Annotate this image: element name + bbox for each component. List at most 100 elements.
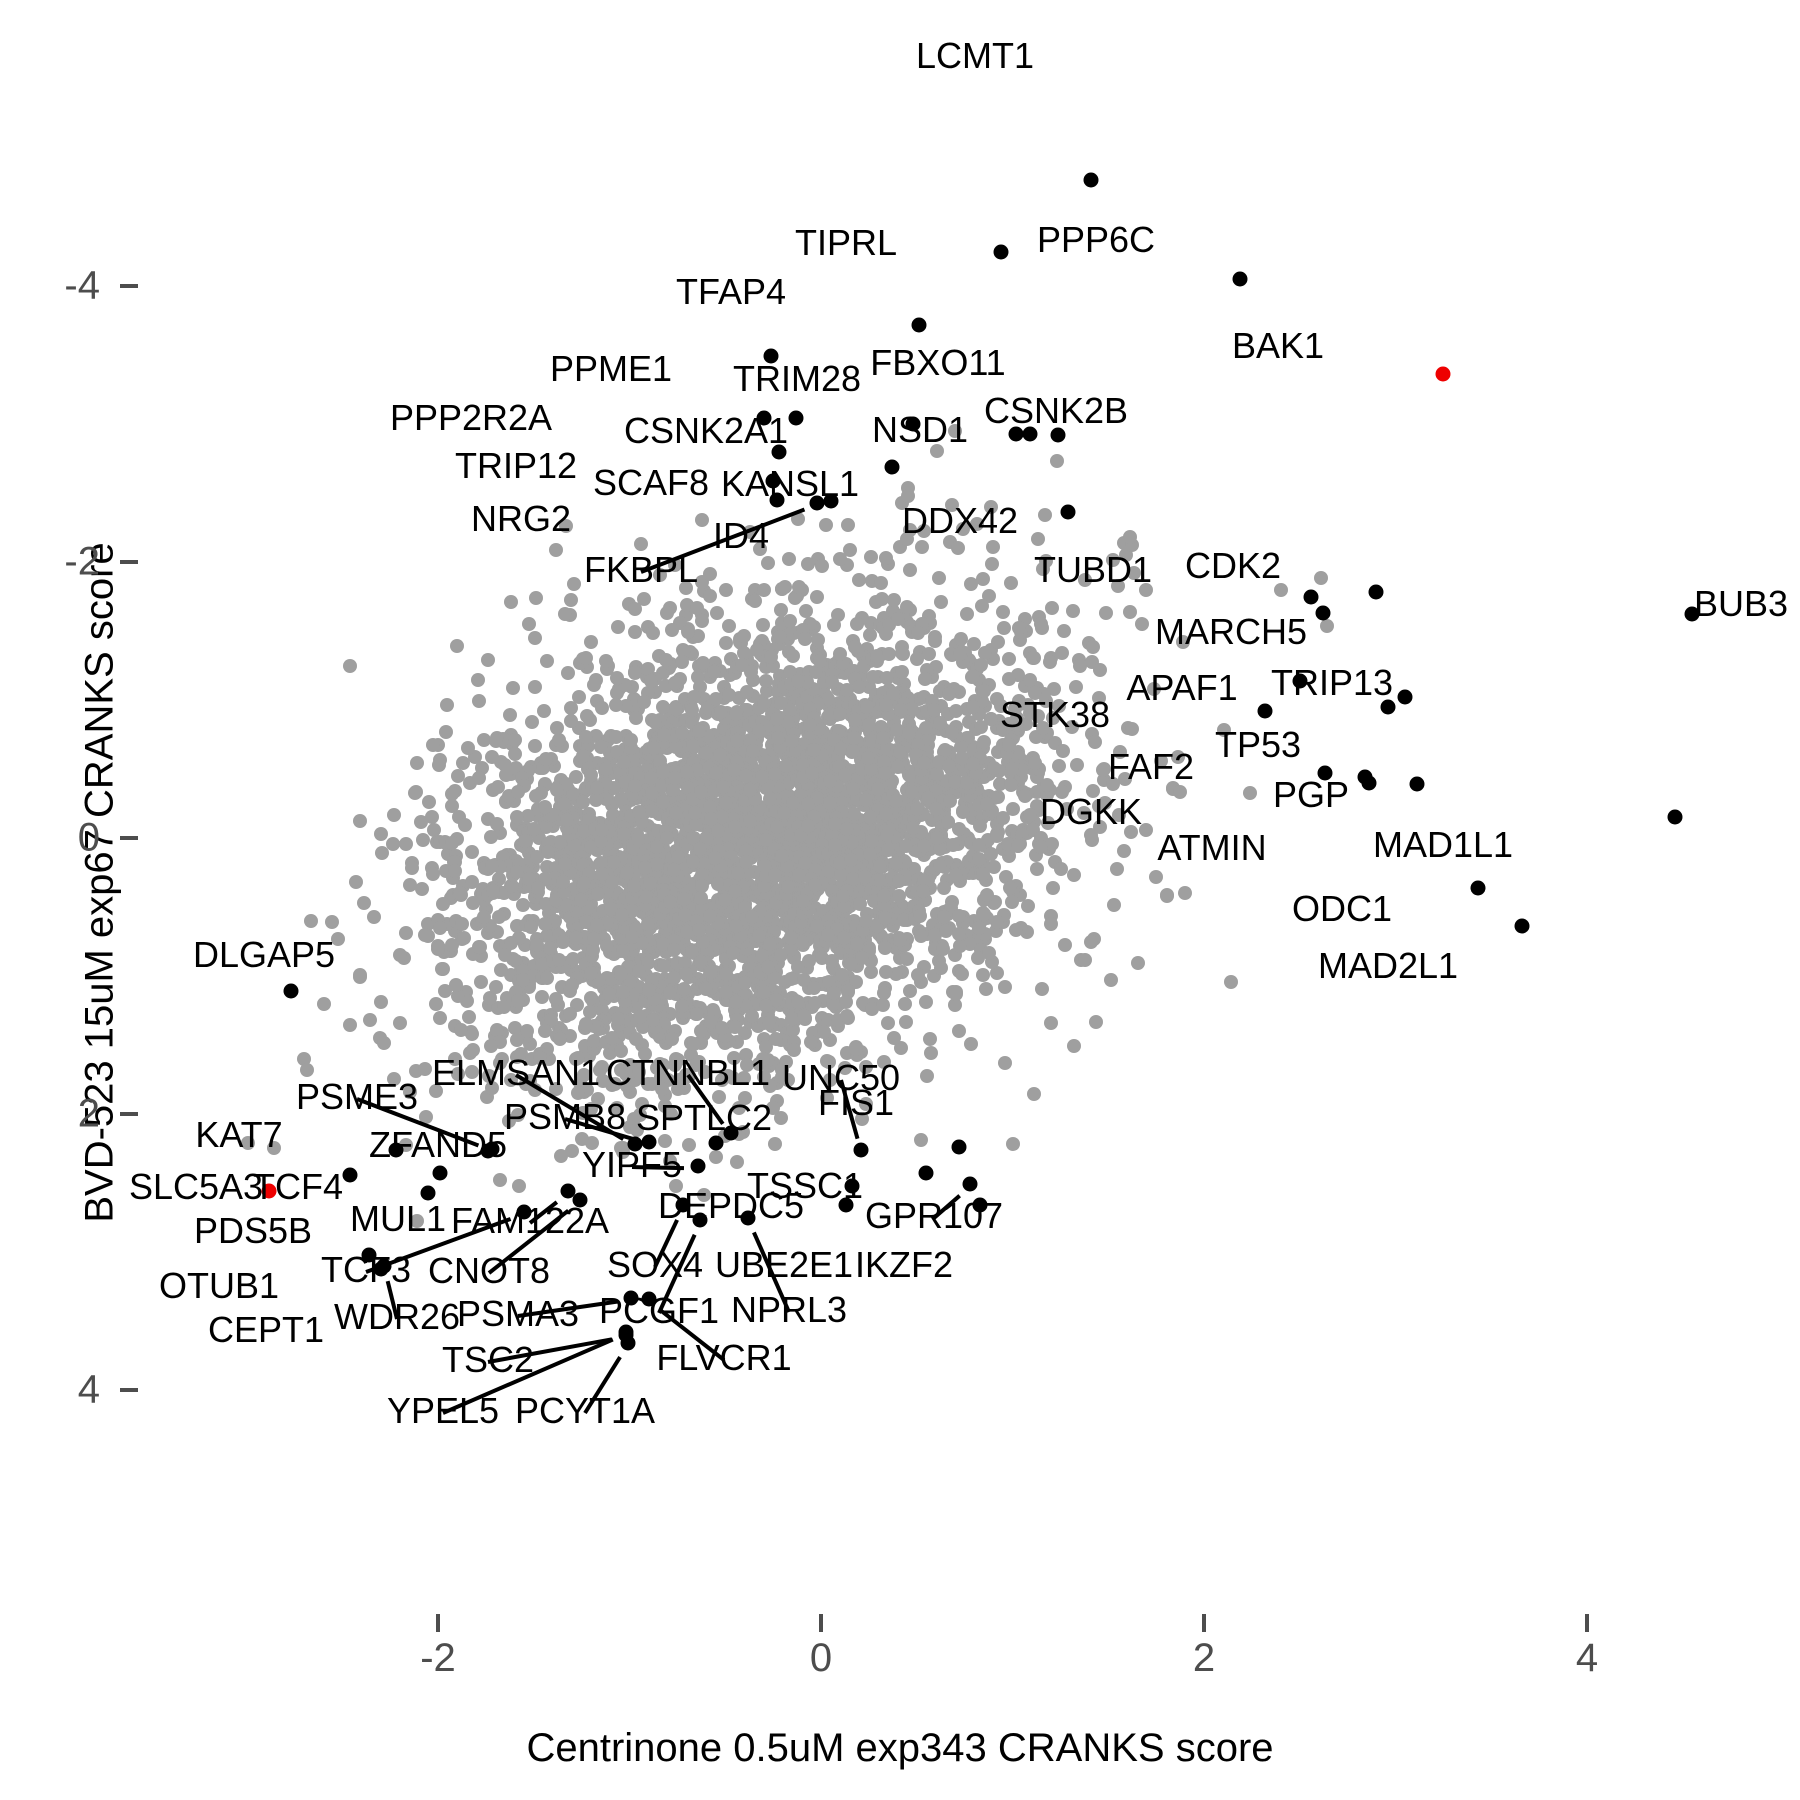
scatter-point-background xyxy=(973,818,988,833)
scatter-point-background xyxy=(871,782,886,797)
scatter-point-background xyxy=(769,820,784,835)
scatter-point-cdk2[interactable] xyxy=(1368,584,1384,600)
scatter-point-background xyxy=(1026,651,1041,666)
scatter-point-background xyxy=(477,910,492,925)
scatter-point-background xyxy=(688,806,703,821)
gene-label-trip13: TRIP13 xyxy=(1270,662,1394,703)
scatter-point-background xyxy=(872,859,887,874)
scatter-point-background xyxy=(435,896,450,911)
scatter-point-fis1[interactable] xyxy=(951,1139,967,1155)
scatter-point-background xyxy=(579,650,594,665)
scatter-point-csnk2a1[interactable] xyxy=(788,410,804,426)
scatter-point-background xyxy=(881,647,896,662)
scatter-point-background xyxy=(480,652,495,667)
scatter-point-tiprl[interactable] xyxy=(993,244,1009,259)
scatter-point-odc1[interactable] xyxy=(1470,880,1486,896)
scatter-point-background xyxy=(1005,1137,1020,1152)
scatter-point-gpr107[interactable] xyxy=(962,1176,978,1192)
scatter-point-background xyxy=(1009,922,1024,937)
gene-label-elmsan1: ELMSAN1 xyxy=(431,1052,601,1093)
scatter-point-background xyxy=(864,549,879,564)
scatter-point-kansl1[interactable] xyxy=(884,459,900,475)
scatter-point-background xyxy=(790,673,805,688)
scatter-point-background xyxy=(386,836,401,851)
scatter-point-background xyxy=(644,674,659,689)
scatter-point-atmin[interactable] xyxy=(1361,775,1377,791)
scatter-point-background xyxy=(693,890,708,905)
scatter-point-trip13[interactable] xyxy=(1397,689,1413,705)
scatter-point-background xyxy=(971,920,986,935)
scatter-point-yipf5[interactable] xyxy=(690,1158,706,1174)
scatter-point-background xyxy=(549,783,564,798)
scatter-point-lcmt1[interactable] xyxy=(1083,172,1099,188)
scatter-point-dlgap5[interactable] xyxy=(283,983,299,999)
scatter-point-background xyxy=(509,864,524,879)
scatter-point-tcf4[interactable] xyxy=(432,1165,448,1181)
scatter-point-mad1l1[interactable] xyxy=(1667,809,1683,825)
scatter-point-background xyxy=(343,1017,358,1032)
scatter-point-background xyxy=(775,848,790,863)
scatter-point-pgp[interactable] xyxy=(1409,776,1425,792)
scatter-point-background xyxy=(503,708,518,723)
gene-label-yipf5: YIPF5 xyxy=(581,1144,683,1185)
scatter-point-background xyxy=(972,837,987,852)
scatter-point-background xyxy=(1070,758,1085,773)
scatter-point-tubd1[interactable] xyxy=(1303,589,1319,604)
scatter-point-background xyxy=(1085,639,1100,654)
scatter-point-background xyxy=(738,855,753,870)
scatter-point-background xyxy=(845,743,860,758)
scatter-point-background xyxy=(955,804,970,819)
scatter-point-ddx42[interactable] xyxy=(1060,504,1076,520)
scatter-point-march5[interactable] xyxy=(1315,605,1331,621)
scatter-point-ppp6c[interactable] xyxy=(1232,271,1248,287)
gene-label-nprl3: NPRL3 xyxy=(730,1289,848,1330)
scatter-point-background xyxy=(465,845,480,860)
scatter-point-background xyxy=(914,1132,929,1147)
scatter-point-stk38[interactable] xyxy=(1257,703,1273,719)
scatter-point-background xyxy=(702,908,717,923)
scatter-point-mad2l1[interactable] xyxy=(1514,918,1530,934)
scatter-point-background xyxy=(716,780,731,795)
scatter-point-background xyxy=(828,817,843,832)
scatter-point-background xyxy=(823,796,838,811)
scatter-point-background xyxy=(774,948,789,963)
scatter-point-background xyxy=(880,828,895,843)
y-axis-tick-label: -2 xyxy=(64,539,100,584)
gene-label-fam122a: FAM122A xyxy=(450,1200,610,1241)
scatter-point-unc50[interactable] xyxy=(853,1142,869,1158)
scatter-point-background xyxy=(860,750,875,765)
scatter-point-background xyxy=(827,985,842,1000)
scatter-point-slc5a3[interactable] xyxy=(342,1167,358,1183)
scatter-point-background xyxy=(1173,785,1188,800)
scatter-point-background xyxy=(952,926,967,941)
scatter-point-background xyxy=(696,934,711,949)
gene-label-cept1: CEPT1 xyxy=(207,1309,325,1350)
scatter-point-background xyxy=(980,887,995,902)
scatter-point-tssc1[interactable] xyxy=(918,1165,934,1181)
scatter-point-background xyxy=(936,880,951,895)
scatter-point-background xyxy=(850,937,865,952)
scatter-point-background xyxy=(537,704,552,719)
scatter-point-background xyxy=(1043,655,1058,670)
scatter-point-background xyxy=(615,985,630,1000)
scatter-point-background xyxy=(991,634,1006,649)
scatter-point-background xyxy=(839,1009,854,1024)
scatter-point-background xyxy=(405,860,420,875)
scatter-point-tfap4[interactable] xyxy=(911,317,927,333)
scatter-point-background xyxy=(560,665,575,680)
scatter-point-background xyxy=(607,854,622,869)
scatter-point-background xyxy=(756,984,771,999)
scatter-point-bak1[interactable] xyxy=(1435,366,1451,382)
scatter-point-background xyxy=(774,695,789,710)
scatter-point-background xyxy=(804,765,819,780)
scatter-point-background xyxy=(678,967,693,982)
scatter-point-background xyxy=(721,619,736,634)
scatter-point-background xyxy=(392,948,407,963)
gene-label-cdk2: CDK2 xyxy=(1184,545,1282,586)
scatter-point-background xyxy=(456,930,471,945)
scatter-point-background xyxy=(613,791,628,806)
scatter-point-background xyxy=(663,985,678,1000)
scatter-point-background xyxy=(708,851,723,866)
scatter-point-background xyxy=(1021,898,1036,913)
x-axis-tick-mark xyxy=(436,1614,440,1632)
